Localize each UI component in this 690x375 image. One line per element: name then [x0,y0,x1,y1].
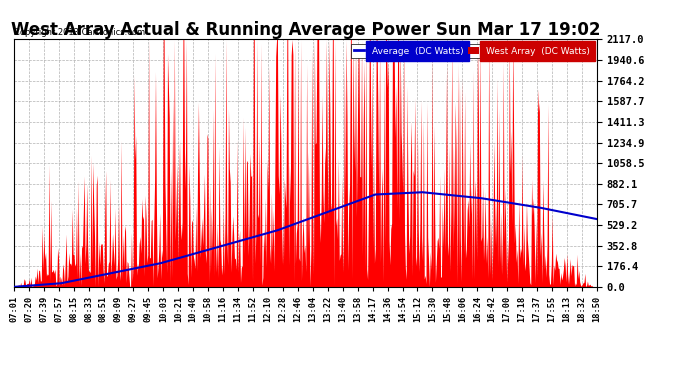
Title: West Array Actual & Running Average Power Sun Mar 17 19:02: West Array Actual & Running Average Powe… [10,21,600,39]
Legend: Average  (DC Watts), West Array  (DC Watts): Average (DC Watts), West Array (DC Watts… [351,44,592,58]
Text: Copyright 2013 Cartronics.com: Copyright 2013 Cartronics.com [14,28,145,37]
